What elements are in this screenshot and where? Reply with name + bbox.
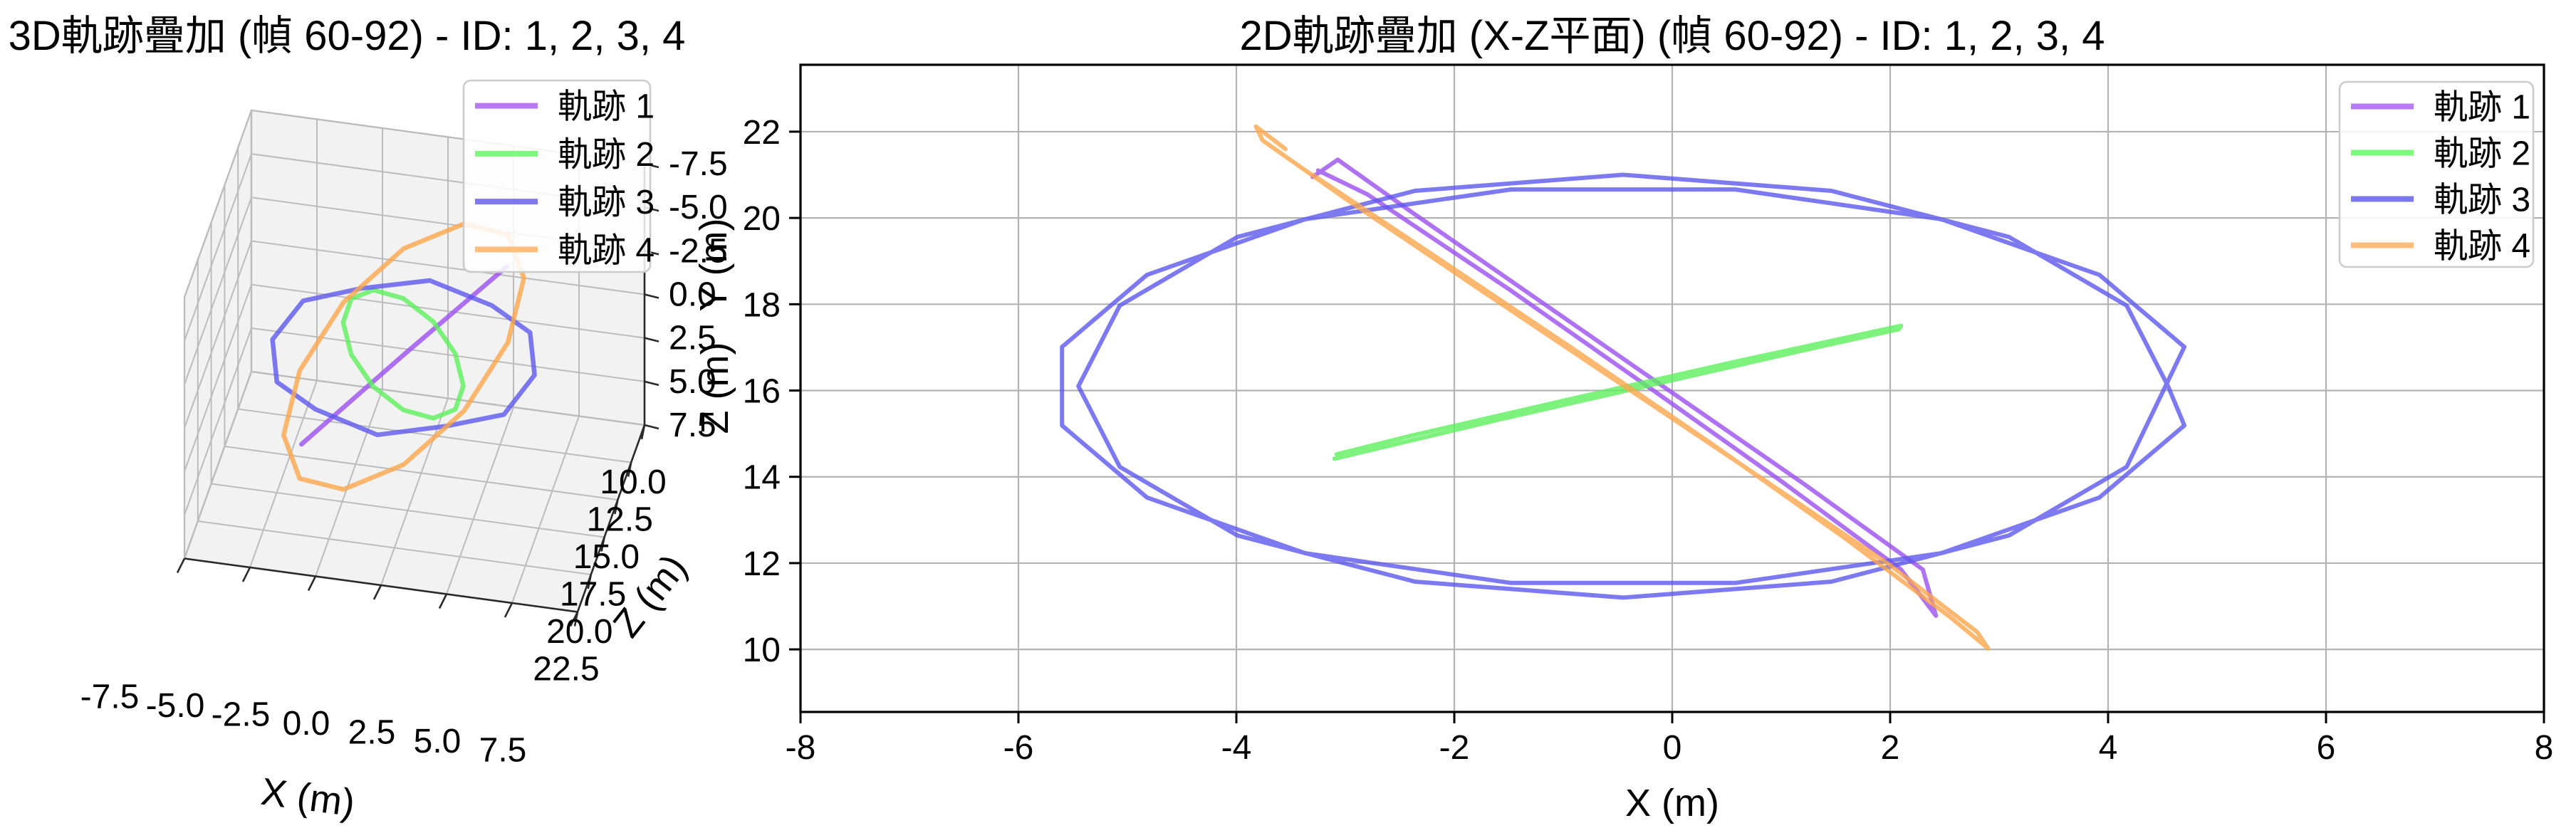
legend3d-label-2: 軌跡 2	[558, 136, 655, 174]
y-tick-label-3d: 7.5	[669, 407, 716, 444]
legend2d-label-1: 軌跡 1	[2434, 89, 2530, 127]
trajectory-4-line-2d	[1253, 124, 1991, 651]
legend2d-label-4: 軌跡 4	[2434, 228, 2530, 266]
z-tick-label-3d: 12.5	[586, 501, 652, 539]
z-tick-label-3d: 22.5	[533, 651, 599, 688]
x-tick-label-2d: -6	[1003, 729, 1034, 767]
plot3d-title: 3D軌跡疊加 (幀 60-92) - ID: 1, 2, 3, 4	[9, 13, 686, 59]
plot2d-spines	[799, 63, 2545, 713]
x-tick-3d	[504, 602, 513, 618]
x-tick-label-2d: 8	[2535, 729, 2554, 767]
y-tick-label-2d: 20	[743, 200, 781, 238]
x-tick-label-2d: 2	[1881, 729, 1900, 767]
z-tick-label-3d: 17.5	[560, 576, 626, 614]
x-tick-label-3d: -5.0	[146, 687, 205, 725]
legend2d-label-2: 軌跡 2	[2434, 135, 2530, 173]
gridline-3d	[184, 284, 252, 472]
y-tick-label-3d: 2.5	[669, 320, 716, 357]
y-tick-3d	[644, 424, 659, 430]
z-tick-label-3d: 20.0	[546, 613, 612, 651]
y-tick-label-2d: 16	[743, 373, 781, 411]
legend3d-box	[462, 79, 652, 273]
x-tick-label-2d: -4	[1221, 729, 1252, 767]
plot3d-trajectories	[270, 221, 537, 492]
gridline-3d	[511, 416, 580, 604]
gridline-3d	[184, 110, 252, 298]
x-tick-label-3d: 7.5	[479, 732, 527, 770]
x-tick-label-2d: -8	[786, 729, 816, 767]
gridline-3d	[184, 196, 252, 385]
gridline-3d	[184, 153, 252, 341]
plot2d-tick-labels: -8 -6 -4 -2 0 2 4 6 8 10 12 14 16 18 20 22	[743, 114, 2554, 767]
x-tick-3d	[176, 557, 186, 574]
gridline-3d	[184, 241, 252, 429]
legend3d-label-4: 軌跡 4	[558, 231, 655, 269]
plot3d-xaxis-label: X (m)	[259, 770, 358, 825]
x-tick-label-2d: 6	[2317, 729, 2336, 767]
legend2d-label-3: 軌跡 3	[2434, 182, 2530, 219]
x-tick-label-2d: 4	[2099, 729, 2118, 767]
y-tick-label-2d: 18	[743, 286, 781, 324]
plot2d-yaxis-label: Z (m)	[694, 342, 736, 434]
x-tick-label-3d: -7.5	[80, 678, 140, 716]
plot3d-axis-lines	[176, 162, 659, 627]
x-tick-3d	[241, 567, 251, 582]
plot3d-tick-labels: -7.5 -5.0 -2.5 0.0 2.5 5.0 7.510.012.515.017.5…	[80, 145, 728, 770]
x-tick-3d	[438, 593, 448, 609]
x-tick-3d	[307, 575, 317, 592]
trajectory-2-line-3d	[340, 288, 466, 421]
y-tick-label-2d: 12	[743, 545, 781, 583]
y-tick-3d	[644, 380, 659, 387]
plot2d-xaxis-label: X (m)	[1625, 782, 1719, 824]
z-tick-3d	[640, 424, 646, 440]
x-tick-label-3d: 0.0	[283, 705, 330, 743]
plot2d-frame	[789, 63, 2545, 723]
plot2d-trajectories	[1060, 124, 2187, 651]
z-tick-3d	[573, 612, 579, 627]
trajectory-2-line-2d	[1332, 323, 1904, 461]
legend3d-label-1: 軌跡 1	[558, 88, 655, 126]
x-tick-label-3d: 5.0	[414, 723, 462, 760]
gridline-3d	[446, 407, 514, 594]
z-tick-3d	[614, 499, 619, 515]
y-tick-label-3d: 5.0	[669, 363, 716, 401]
plot3d-yaxis-label: Y (m)	[692, 219, 735, 312]
trajectory-1-line-2d	[1310, 157, 1939, 618]
legend3d-label-3: 軌跡 3	[558, 184, 655, 221]
gridline-3d	[184, 327, 252, 515]
z-tick-label-3d: 15.0	[573, 538, 640, 576]
plot2d-legend: 軌跡 1 軌跡 2 軌跡 3 軌跡 4	[2338, 80, 2535, 268]
z-axis-line-3d	[576, 424, 646, 612]
y-tick-label-3d: 0.0	[669, 276, 716, 313]
z-tick-3d	[627, 462, 632, 477]
x-tick-label-2d: -2	[1439, 729, 1470, 767]
y-tick-label-2d: 14	[743, 459, 781, 497]
z-tick-3d	[587, 574, 593, 589]
plot3d-legend: 軌跡 1 軌跡 2 軌跡 3 軌跡 4	[462, 79, 655, 273]
y-tick-label-3d: -2.5	[669, 232, 728, 270]
gridline-3d	[315, 389, 383, 577]
x-tick-3d	[372, 585, 382, 600]
y-tick-label-3d: -7.5	[669, 145, 728, 183]
x-tick-label-2d: 0	[1663, 729, 1682, 767]
y-tick-label-2d: 22	[743, 114, 781, 152]
y-tick-3d	[644, 293, 659, 299]
gridline-3d	[249, 380, 318, 568]
y-tick-3d	[644, 337, 659, 342]
gridline-3d	[184, 371, 252, 559]
x-tick-label-3d: -2.5	[212, 696, 271, 734]
x-tick-label-3d: 2.5	[348, 714, 396, 752]
legend2d-box	[2338, 80, 2535, 268]
y-tick-label-3d: -5.0	[669, 189, 728, 226]
z-tick-label-3d: 10.0	[600, 463, 666, 501]
plot2d-title: 2D軌跡疊加 (X-Z平面) (幀 60-92) - ID: 1, 2, 3, …	[1240, 13, 2105, 59]
z-tick-3d	[600, 537, 605, 552]
y-tick-label-2d: 10	[743, 632, 781, 669]
